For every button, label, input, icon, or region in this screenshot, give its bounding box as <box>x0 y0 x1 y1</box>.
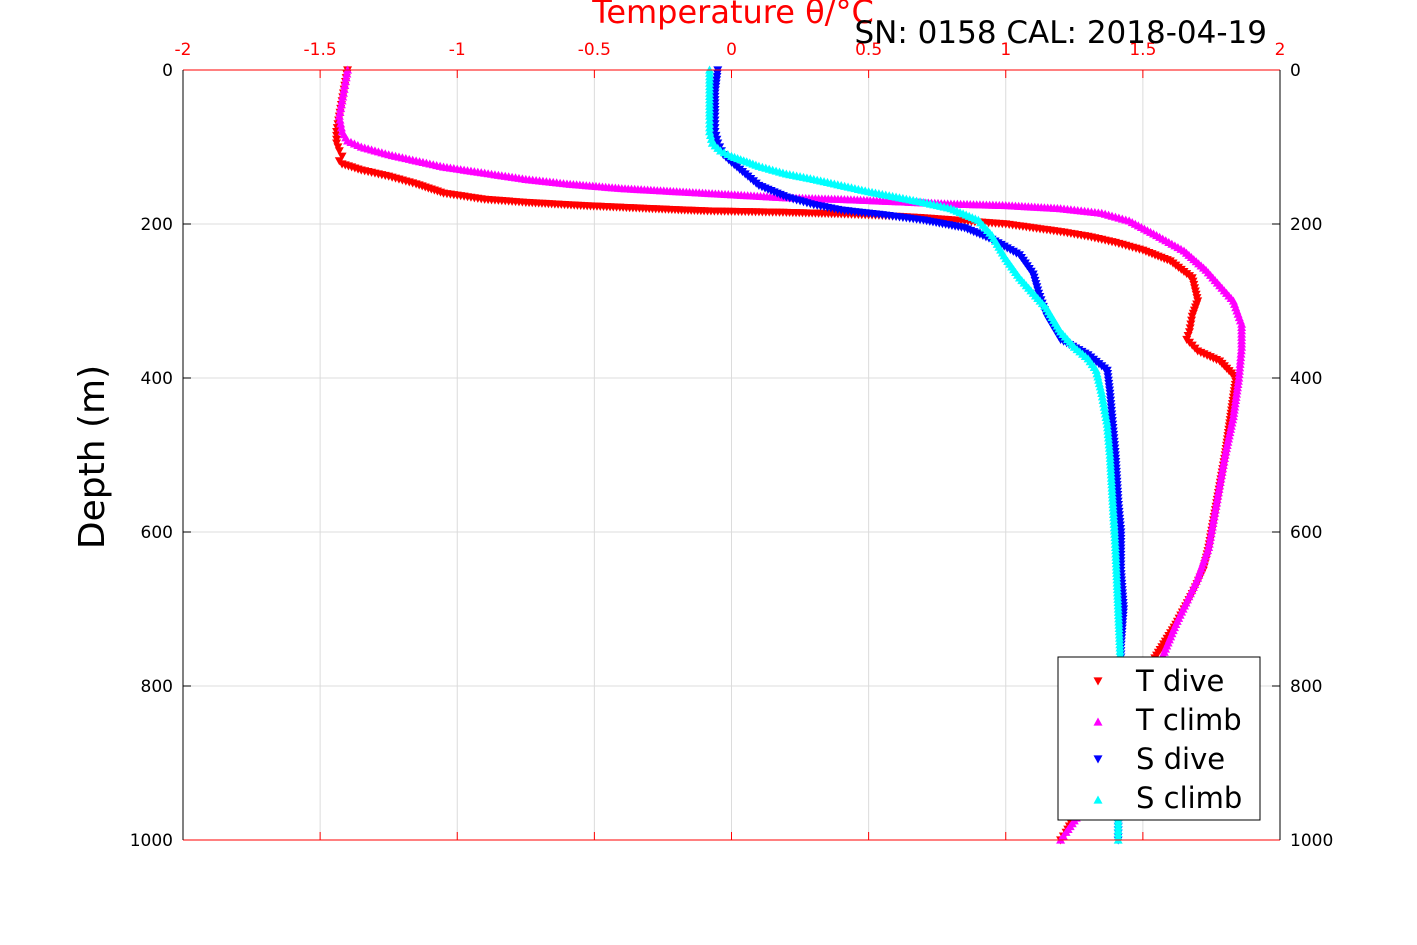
legend-marker <box>1093 677 1103 686</box>
data-point <box>338 92 348 101</box>
y-tick-label-right: 200 <box>1290 215 1322 235</box>
data-point <box>1220 453 1230 463</box>
series-s-climb <box>705 65 1126 844</box>
y-tick-label-left: 0 <box>162 61 173 81</box>
plot-axes <box>182 69 1281 841</box>
y-tick-label-right: 800 <box>1290 677 1322 697</box>
data-point <box>706 134 716 143</box>
x-tick-label: -1 <box>449 40 466 60</box>
x-tick-label: 0 <box>726 40 737 60</box>
x-tick-label: 1.5 <box>1129 40 1156 60</box>
data-point <box>1206 529 1216 538</box>
data-point <box>1207 522 1217 531</box>
legend-marker <box>1093 795 1103 804</box>
x-tick-label: -0.5 <box>578 40 611 60</box>
data-point <box>1219 457 1229 466</box>
data-point <box>340 77 350 86</box>
data-point <box>1099 402 1109 411</box>
data-point <box>336 104 346 113</box>
y-tick-label-left: 200 <box>141 215 173 235</box>
data-point <box>1097 392 1107 401</box>
data-point <box>341 73 351 82</box>
data-point <box>1101 412 1111 421</box>
x-tick-label: 0.5 <box>855 40 882 60</box>
data-point <box>1218 460 1228 469</box>
data-point <box>1210 508 1220 517</box>
y-tick-label-right: 1000 <box>1290 831 1333 851</box>
y-tick-label-left: 800 <box>141 677 173 697</box>
data-point <box>1218 464 1228 473</box>
legend-label: S climb <box>1136 781 1242 815</box>
data-point <box>1212 494 1222 504</box>
x-tick-label: -2 <box>175 40 192 60</box>
data-point <box>1216 474 1226 483</box>
data-point <box>1209 512 1219 521</box>
legend-label: T climb <box>1135 703 1242 737</box>
y-tick-label-right: 600 <box>1290 523 1322 543</box>
legend: T dive T climb S dive S climb <box>1057 656 1261 821</box>
data-point <box>1208 518 1218 528</box>
data-point <box>1212 498 1222 507</box>
data-point <box>1213 488 1223 497</box>
data-point <box>334 147 344 156</box>
x-tick-label: 2 <box>1275 40 1286 60</box>
data-point <box>705 127 715 136</box>
x-tick-label: -1.5 <box>304 40 337 60</box>
data-point <box>337 152 347 161</box>
data-point <box>336 119 346 128</box>
data-point <box>339 84 349 93</box>
data-point <box>337 96 347 105</box>
data-point <box>1207 525 1217 534</box>
legend-box <box>1057 656 1261 821</box>
data-point <box>342 69 352 78</box>
legend-marker <box>1093 717 1103 726</box>
x-axis-title: Temperature θ/°C <box>591 0 874 31</box>
data-point <box>1205 536 1215 545</box>
data-point <box>1098 395 1108 404</box>
y-tick-label-right: 400 <box>1290 369 1322 389</box>
legend-label: T dive <box>1135 664 1224 698</box>
data-point <box>1216 471 1226 480</box>
y-tick-label-right: 0 <box>1290 61 1301 81</box>
data-point <box>1097 388 1107 397</box>
data-point <box>336 123 346 132</box>
legend-marker <box>1093 755 1103 764</box>
data-point <box>336 100 346 109</box>
data-point <box>1100 406 1110 415</box>
legend-label: S dive <box>1136 742 1225 776</box>
data-point <box>1215 481 1225 490</box>
data-point <box>334 111 344 120</box>
y-tick-label-left: 400 <box>141 369 173 389</box>
data-point <box>1100 409 1110 418</box>
data-point <box>340 80 350 89</box>
data-point <box>338 88 348 97</box>
data-point <box>1209 515 1219 524</box>
data-point <box>335 107 345 116</box>
calibration-annotation: SN: 0158 CAL: 2018-04-19 <box>855 15 1268 51</box>
data-point <box>1210 505 1220 514</box>
data-point <box>1217 467 1227 476</box>
y-tick-label-left: 1000 <box>130 831 173 851</box>
data-point <box>1214 484 1224 493</box>
data-point <box>1102 416 1112 425</box>
data-point <box>1215 477 1225 486</box>
x-tick-label: 1 <box>1000 40 1011 60</box>
data-point <box>1213 491 1223 500</box>
data-point <box>1204 539 1214 548</box>
data-point <box>1206 532 1216 541</box>
data-point <box>705 130 715 140</box>
data-point <box>1211 501 1221 510</box>
data-point <box>1099 399 1109 408</box>
data-point <box>1220 450 1230 459</box>
y-tick-label-left: 600 <box>141 523 173 543</box>
data-point <box>335 115 345 124</box>
y-axis-title: Depth (m) <box>72 365 113 549</box>
